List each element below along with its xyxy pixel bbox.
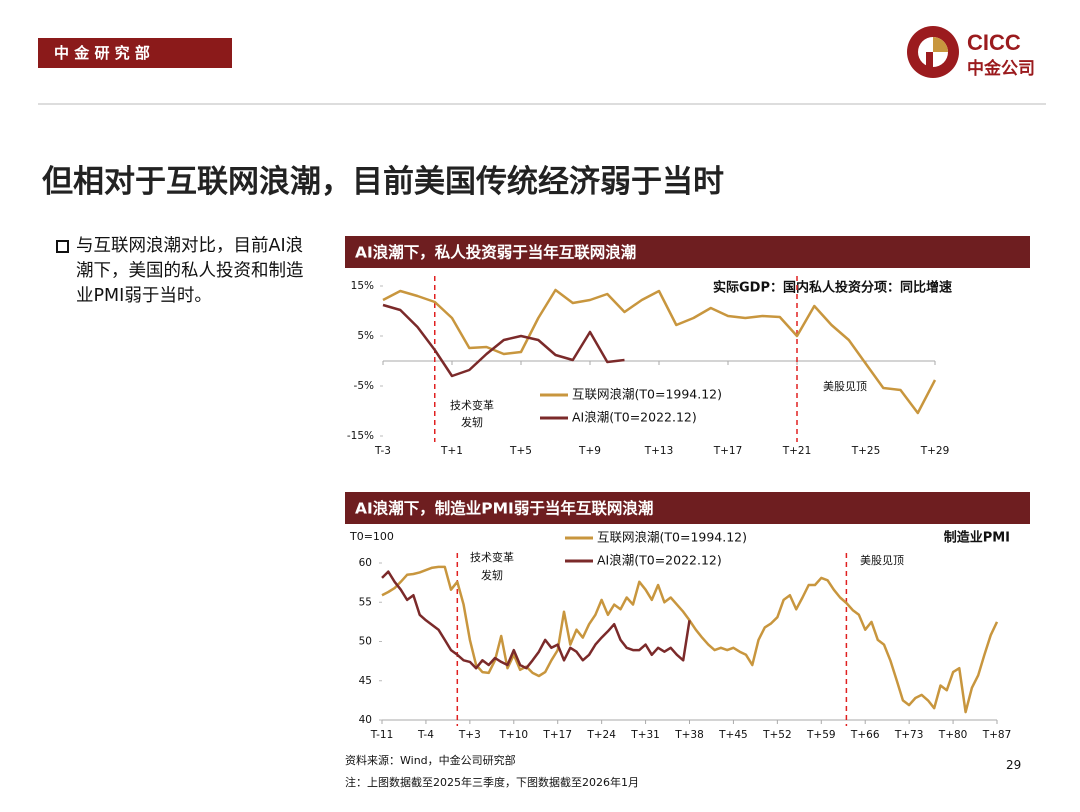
x-tick-label: T+80 (938, 729, 968, 741)
x-tick-label: T-3 (374, 445, 391, 457)
event-label: 发轫 (481, 568, 503, 582)
x-tick-label: T+21 (782, 445, 812, 457)
x-tick-label: T+9 (578, 445, 601, 457)
legend-label: 互联网浪潮(T0=1994.12) (572, 387, 722, 402)
y-tick-label: 15% (351, 280, 374, 292)
x-tick-label: T+17 (713, 445, 743, 457)
slide-title: 但相对于互联网浪潮，目前美国传统经济弱于当时 (42, 164, 724, 200)
x-tick-label: T+31 (630, 729, 660, 741)
x-tick-label: T+45 (718, 729, 748, 741)
event-label: 技术变革 (470, 550, 514, 564)
series-line (382, 303, 625, 378)
chart-title: AI浪潮下，制造业PMI弱于当年互联网浪潮 (355, 499, 653, 518)
bullet-icon (56, 240, 69, 253)
y-tick-label: 60 (359, 557, 372, 569)
series-line (381, 570, 691, 670)
chart-header (345, 492, 1030, 524)
chart-subtitle: 实际GDP：国内私人投资分项：同比增速 (713, 280, 952, 296)
x-tick-label: T+73 (894, 729, 924, 741)
x-tick-label: T+1 (440, 445, 463, 457)
y-tick-label: 45 (359, 675, 372, 687)
x-tick-label: T-11 (370, 729, 394, 741)
logo-icon (907, 26, 959, 78)
y-axis-label: T0=100 (349, 530, 394, 543)
chart-header (345, 236, 1030, 268)
y-tick-label: 50 (359, 636, 372, 648)
y-tick-label: 5% (357, 330, 374, 342)
x-tick-label: T-4 (417, 729, 434, 741)
bullet-text: 与互联网浪潮对比，目前AI浪潮下，美国的私人投资和制造业PMI弱于当时。 (76, 236, 304, 306)
x-tick-label: T+25 (851, 445, 881, 457)
legend-label: AI浪潮(T0=2022.12) (572, 410, 697, 425)
divider (38, 103, 1046, 105)
chart-subtitle: 制造业PMI (944, 530, 1010, 546)
x-tick-label: T+5 (509, 445, 532, 457)
page-number: 29 (1006, 758, 1022, 772)
y-tick-label: -15% (347, 430, 374, 442)
x-tick-label: T+59 (806, 729, 836, 741)
y-tick-label: -5% (354, 380, 374, 392)
x-tick-label: T+66 (850, 729, 880, 741)
x-tick-label: T+13 (644, 445, 674, 457)
department-label: 中 金 研 究 部 (38, 38, 232, 68)
logo-text: 中金公司 (967, 59, 1035, 79)
y-tick-label: 55 (359, 596, 372, 608)
chart-title: AI浪潮下，私人投资弱于当年互联网浪潮 (355, 243, 636, 262)
x-tick-label: T+29 (920, 445, 950, 457)
series-line (382, 288, 937, 415)
event-label: 美股见顶 (823, 380, 867, 393)
note: 注：上图数据截至2025年三季度，下图数据截至2026年1月 (345, 776, 639, 789)
legend-label: AI浪潮(T0=2022.12) (597, 553, 722, 568)
x-tick-label: T+52 (762, 729, 792, 741)
event-label: 美股见顶 (860, 554, 904, 567)
x-tick-label: T+38 (674, 729, 704, 741)
legend-label: 互联网浪潮(T0=1994.12) (597, 530, 747, 545)
event-label: 技术变革 (450, 398, 494, 412)
x-tick-label: T+3 (458, 729, 481, 741)
logo-text: CICC (967, 30, 1021, 55)
x-tick-label: T+87 (982, 729, 1012, 741)
x-tick-label: T+24 (586, 729, 616, 741)
x-tick-label: T+17 (542, 729, 572, 741)
source: 资料来源：Wind，中金公司研究部 (345, 754, 516, 767)
y-tick-label: 40 (359, 714, 372, 726)
event-label: 发轫 (461, 415, 483, 429)
x-tick-label: T+10 (498, 729, 528, 741)
series-line (381, 565, 999, 714)
